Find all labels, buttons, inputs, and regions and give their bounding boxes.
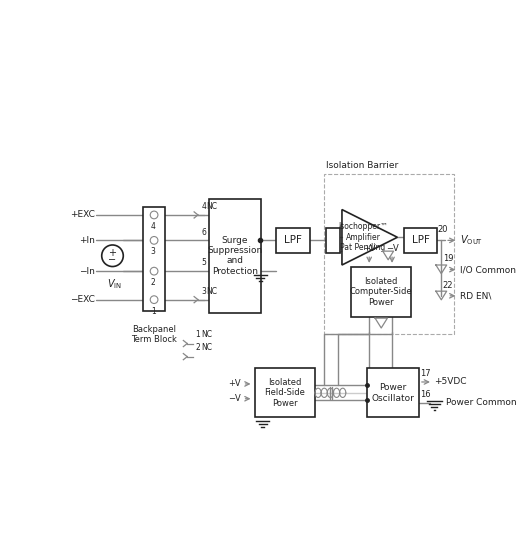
Text: NC: NC xyxy=(206,287,217,296)
Bar xyxy=(367,368,419,417)
Text: −In: −In xyxy=(79,267,95,275)
Bar xyxy=(324,174,453,334)
Text: 2: 2 xyxy=(196,343,200,352)
Text: Isochopper™
Amplifier
Pat Pending: Isochopper™ Amplifier Pat Pending xyxy=(338,222,388,252)
Text: 17: 17 xyxy=(421,369,431,378)
Text: 4: 4 xyxy=(202,202,206,211)
Bar xyxy=(276,228,309,253)
Text: Isolation Barrier: Isolation Barrier xyxy=(326,160,398,170)
Text: $V_{\mathrm{IN}}$: $V_{\mathrm{IN}}$ xyxy=(107,278,122,291)
Bar xyxy=(404,228,437,253)
Text: Surge
Suppression
and
Protection: Surge Suppression and Protection xyxy=(207,235,263,276)
Text: RD EN\: RD EN\ xyxy=(460,291,494,300)
Text: +V: +V xyxy=(228,380,241,388)
Text: NC: NC xyxy=(206,202,217,211)
Text: +In: +In xyxy=(79,236,95,245)
Text: 19: 19 xyxy=(443,254,453,264)
Text: 1: 1 xyxy=(151,307,155,315)
Text: 6: 6 xyxy=(202,227,206,237)
Text: LPF: LPF xyxy=(411,235,430,245)
Text: LPF: LPF xyxy=(284,235,302,245)
Text: +5VDC: +5VDC xyxy=(434,377,467,387)
Text: −V: −V xyxy=(228,394,241,403)
Text: 3: 3 xyxy=(151,247,156,256)
Text: 5: 5 xyxy=(202,258,206,267)
Text: +EXC: +EXC xyxy=(70,211,95,219)
Text: 4: 4 xyxy=(151,222,156,231)
Bar xyxy=(144,207,165,311)
Text: −: − xyxy=(109,255,116,265)
Text: −V: −V xyxy=(386,245,398,253)
Bar xyxy=(255,368,315,417)
Text: 16: 16 xyxy=(421,390,431,399)
Text: 1: 1 xyxy=(196,330,200,339)
Bar xyxy=(351,267,411,316)
Text: Isolated
Computer-Side
Power: Isolated Computer-Side Power xyxy=(350,277,412,307)
Text: +: + xyxy=(109,248,116,258)
Text: NC: NC xyxy=(201,343,212,352)
Text: NC: NC xyxy=(201,330,212,339)
Bar xyxy=(209,199,261,313)
Text: Isolated
Field-Side
Power: Isolated Field-Side Power xyxy=(265,378,305,408)
Text: 22: 22 xyxy=(443,281,453,289)
Text: Backpanel
Term Block: Backpanel Term Block xyxy=(131,325,177,345)
Bar xyxy=(326,228,340,253)
Text: Power
Oscillator: Power Oscillator xyxy=(371,383,414,402)
Text: −EXC: −EXC xyxy=(70,295,95,304)
Text: +V: +V xyxy=(363,245,375,253)
Text: $V_{\mathrm{OUT}}$: $V_{\mathrm{OUT}}$ xyxy=(460,233,483,247)
Text: Power Common: Power Common xyxy=(446,398,516,407)
Text: I/O Common: I/O Common xyxy=(460,265,516,274)
Text: 20: 20 xyxy=(437,225,448,234)
Text: 2: 2 xyxy=(151,278,155,287)
Text: 3: 3 xyxy=(202,287,206,296)
